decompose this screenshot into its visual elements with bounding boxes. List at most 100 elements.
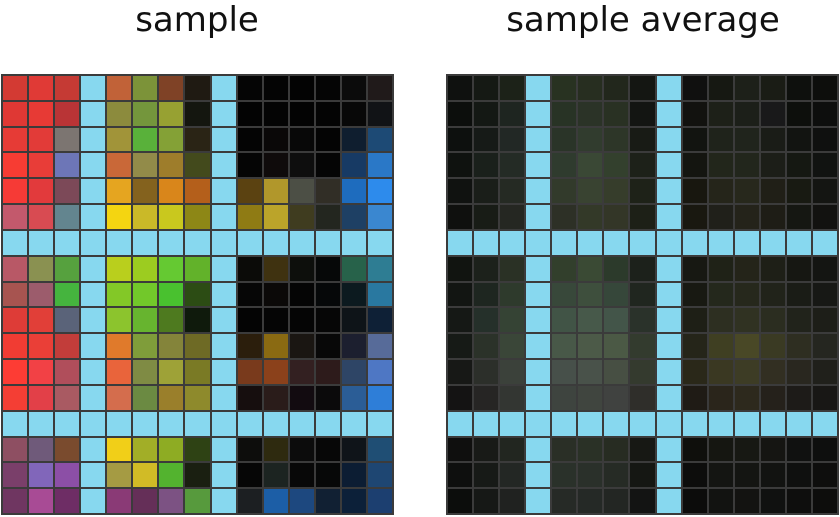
color-cell: [630, 360, 654, 384]
color-cell: [709, 179, 733, 203]
separator-cell: [552, 412, 576, 436]
color-cell: [813, 463, 837, 487]
color-cell: [448, 128, 472, 152]
color-cell: [107, 257, 131, 281]
color-cell: [813, 308, 837, 332]
color-cell: [813, 438, 837, 462]
separator-cell: [212, 231, 236, 255]
color-cell: [474, 153, 498, 177]
color-cell: [630, 179, 654, 203]
color-cell: [761, 205, 785, 229]
separator-cell: [526, 128, 550, 152]
color-cell: [787, 153, 811, 177]
color-cell: [29, 179, 53, 203]
color-cell: [735, 283, 759, 307]
separator-cell: [212, 360, 236, 384]
separator-cell: [657, 283, 681, 307]
color-cell: [500, 76, 524, 100]
separator-cell: [735, 231, 759, 255]
color-cell: [735, 386, 759, 410]
color-cell: [683, 257, 707, 281]
color-cell: [735, 308, 759, 332]
color-cell: [133, 283, 157, 307]
color-cell: [316, 360, 340, 384]
separator-cell: [316, 231, 340, 255]
color-cell: [448, 334, 472, 358]
color-cell: [29, 128, 53, 152]
color-cell: [630, 128, 654, 152]
color-cell: [107, 463, 131, 487]
color-cell: [578, 489, 602, 513]
color-cell: [29, 153, 53, 177]
separator-cell: [657, 438, 681, 462]
separator-cell: [81, 102, 105, 126]
color-cell: [448, 153, 472, 177]
color-cell: [709, 128, 733, 152]
color-cell: [264, 102, 288, 126]
color-cell: [761, 153, 785, 177]
separator-cell: [526, 360, 550, 384]
color-cell: [316, 179, 340, 203]
color-cell: [264, 283, 288, 307]
color-cell: [630, 463, 654, 487]
color-cell: [185, 153, 209, 177]
color-cell: [709, 153, 733, 177]
color-cell: [107, 179, 131, 203]
color-cell: [500, 283, 524, 307]
separator-cell: [29, 231, 53, 255]
color-cell: [709, 489, 733, 513]
color-cell: [55, 153, 79, 177]
color-cell: [55, 463, 79, 487]
color-cell: [709, 205, 733, 229]
color-cell: [29, 334, 53, 358]
color-cell: [342, 257, 366, 281]
color-cell: [3, 360, 27, 384]
color-cell: [3, 489, 27, 513]
color-cell: [55, 76, 79, 100]
color-cell: [185, 128, 209, 152]
separator-cell: [630, 412, 654, 436]
separator-cell: [526, 463, 550, 487]
color-cell: [3, 153, 27, 177]
sample-average-grid: [446, 74, 839, 515]
color-cell: [342, 153, 366, 177]
color-cell: [735, 102, 759, 126]
color-cell: [316, 128, 340, 152]
color-cell: [342, 76, 366, 100]
color-cell: [630, 257, 654, 281]
color-cell: [474, 102, 498, 126]
color-cell: [604, 205, 628, 229]
color-cell: [552, 76, 576, 100]
separator-cell: [212, 463, 236, 487]
separator-cell: [55, 412, 79, 436]
separator-cell: [3, 412, 27, 436]
separator-cell: [133, 412, 157, 436]
separator-cell: [3, 231, 27, 255]
color-cell: [185, 334, 209, 358]
color-cell: [813, 489, 837, 513]
color-cell: [683, 334, 707, 358]
color-cell: [500, 128, 524, 152]
color-cell: [238, 76, 262, 100]
color-cell: [552, 463, 576, 487]
color-cell: [159, 438, 183, 462]
color-cell: [552, 360, 576, 384]
color-cell: [709, 76, 733, 100]
separator-cell: [448, 412, 472, 436]
color-cell: [264, 257, 288, 281]
color-cell: [761, 257, 785, 281]
color-cell: [316, 489, 340, 513]
color-cell: [500, 205, 524, 229]
color-cell: [709, 102, 733, 126]
color-cell: [500, 463, 524, 487]
color-cell: [368, 205, 392, 229]
separator-cell: [604, 412, 628, 436]
separator-cell: [81, 153, 105, 177]
color-cell: [787, 438, 811, 462]
color-cell: [448, 257, 472, 281]
color-cell: [342, 308, 366, 332]
color-cell: [709, 360, 733, 384]
color-cell: [133, 102, 157, 126]
color-cell: [474, 386, 498, 410]
color-cell: [29, 257, 53, 281]
